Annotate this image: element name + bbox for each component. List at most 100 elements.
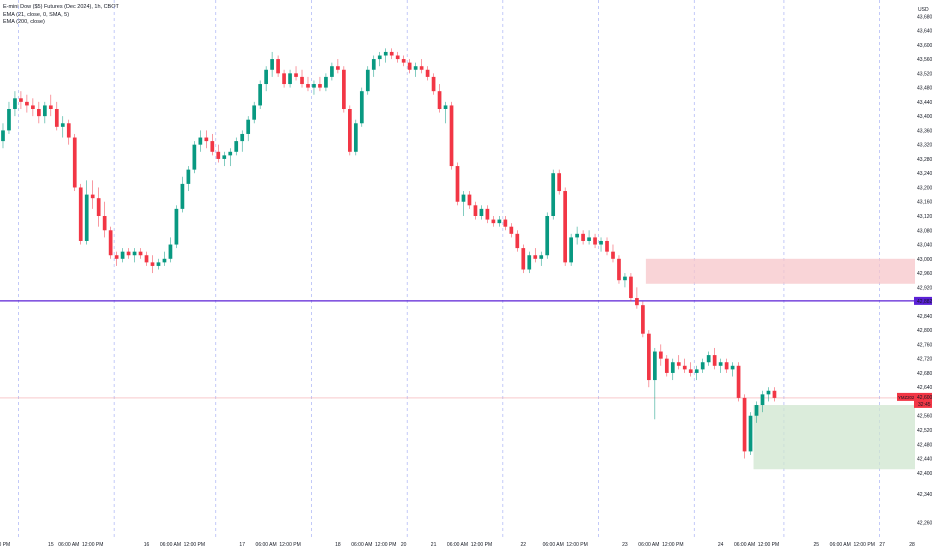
candle <box>545 212 550 259</box>
candle <box>270 51 274 77</box>
x-tick-label: 15 <box>48 542 54 548</box>
candle-body <box>563 191 568 263</box>
y-tick-label: 42,520 <box>917 428 932 434</box>
y-tick-label: 43,600 <box>917 43 932 49</box>
candle-body <box>700 362 705 370</box>
price-line-layer <box>0 300 915 399</box>
candle-body <box>670 362 675 373</box>
candle <box>120 248 125 263</box>
candle <box>467 191 472 209</box>
candle <box>31 98 35 117</box>
candle <box>658 344 663 366</box>
candle-body <box>605 240 609 252</box>
candle <box>485 205 490 224</box>
candle <box>557 169 562 195</box>
candle <box>1 123 5 149</box>
candle-body <box>407 62 412 70</box>
candle-body <box>198 137 203 145</box>
supply-zone <box>645 258 915 284</box>
x-tick-label: 12:00 PM <box>375 542 396 548</box>
x-tick-label: 06:00 AM <box>543 542 564 548</box>
candle-body <box>413 66 418 70</box>
candle-body <box>623 276 627 281</box>
candle <box>156 258 161 270</box>
y-tick-label: 43,200 <box>917 185 932 191</box>
candle <box>234 137 239 156</box>
candle <box>479 205 484 220</box>
candle-body <box>150 262 155 266</box>
candle <box>413 62 418 77</box>
candle <box>443 101 448 124</box>
y-tick-label: 43,120 <box>917 214 932 220</box>
x-tick-label: 06:00 AM <box>351 542 372 548</box>
candle <box>186 166 191 192</box>
candle-body <box>276 59 280 74</box>
candle <box>395 51 400 63</box>
candle <box>228 148 233 167</box>
candle <box>144 251 149 266</box>
candle <box>629 273 633 302</box>
candle-body <box>342 69 346 109</box>
candle <box>742 394 747 459</box>
candle <box>90 180 95 209</box>
candle-body <box>539 255 544 259</box>
candle-body <box>186 169 191 184</box>
candle <box>521 244 526 274</box>
candle-body <box>270 59 274 70</box>
candle-body <box>443 105 448 109</box>
candle-body <box>347 109 352 152</box>
candle <box>264 66 268 92</box>
candle <box>72 133 77 192</box>
candle <box>623 273 627 288</box>
y-tick-label: 42,680 <box>917 371 932 377</box>
candle <box>42 101 47 124</box>
candle-body <box>383 51 388 56</box>
candle <box>533 248 538 263</box>
candle <box>515 230 520 252</box>
candle-body <box>31 105 35 109</box>
candle <box>694 365 699 381</box>
candle <box>599 237 603 252</box>
candle <box>168 237 173 263</box>
y-tick-label: 42,960 <box>917 271 932 277</box>
candle <box>300 69 304 88</box>
candle <box>497 216 502 227</box>
candle-body <box>437 91 442 109</box>
candle-body <box>748 415 753 452</box>
candle <box>575 226 579 245</box>
candle-body <box>527 255 532 270</box>
candle <box>324 73 328 92</box>
x-tick-label: 00 PM <box>0 542 10 548</box>
candle-body <box>359 91 364 124</box>
y-tick-label: 42,400 <box>917 471 932 477</box>
candle <box>718 358 723 373</box>
y-tick-label: 43,640 <box>917 29 932 35</box>
candle <box>772 387 777 402</box>
candle-body <box>324 76 328 88</box>
candle-body <box>60 123 65 127</box>
candle-body <box>377 55 382 60</box>
price-badge <box>914 392 932 408</box>
candle <box>60 116 65 138</box>
chart-legend: E-mini Dow ($5) Futures (Dec 2024), 1h, … <box>3 4 119 27</box>
candle <box>509 223 514 238</box>
candle <box>377 51 382 67</box>
candle <box>114 251 119 266</box>
candle <box>312 80 316 95</box>
candle-body <box>19 98 23 102</box>
candle <box>760 390 765 413</box>
x-tick-label: 06:00 AM <box>830 542 851 548</box>
candle-body <box>132 251 137 256</box>
price-axis: USD 42,260 42,340 42,400 42,440 42,480 42,520 4… <box>917 7 932 527</box>
candle <box>539 251 544 266</box>
y-tick-label: 42,560 <box>917 414 932 420</box>
candle-body <box>485 208 490 220</box>
candle <box>563 187 568 266</box>
candle-body <box>389 51 394 56</box>
candle-body <box>736 365 741 398</box>
y-tick-label: 43,680 <box>917 14 932 20</box>
indicator-ema200: EMA (200, close) <box>3 19 45 25</box>
candle <box>108 226 113 259</box>
candle <box>748 412 753 455</box>
